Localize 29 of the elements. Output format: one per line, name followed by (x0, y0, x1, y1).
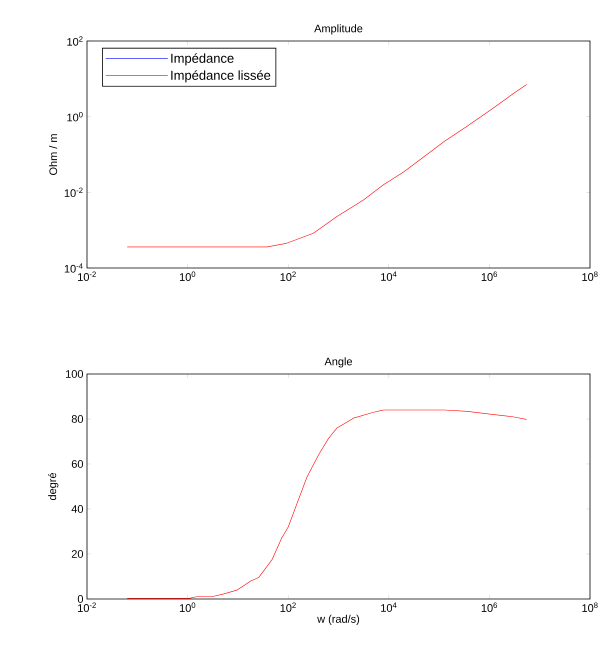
x-tick-label: 10$^{2}$ (280, 602, 296, 612)
y-tick-label: 20 (72, 550, 84, 558)
y-tick-label: 10$^{-2}$ (64, 188, 83, 198)
x-tick-label: 10$^{4}$ (381, 272, 397, 281)
x-tick-label: 10$^{0}$ (180, 602, 196, 612)
y-tick-label: 100 (66, 370, 84, 378)
chart-title: Angle (324, 357, 352, 368)
x-tick-label: 10$^{8}$ (582, 602, 598, 612)
y-tick-label: 80 (72, 415, 84, 423)
y-tick-label: 10$^{0}$ (67, 112, 83, 122)
y-tick-label: 10$^{2}$ (67, 36, 83, 46)
x-tick-label: 10$^{8}$ (582, 272, 598, 281)
y-axis-title: degré (48, 472, 58, 500)
x-axis-title: w (rad/s) (317, 614, 360, 625)
x-tick-label: 10$^{-2}$ (78, 602, 96, 612)
y-axis-title: Ohm / m (49, 134, 58, 175)
x-tick-label: 10$^{4}$ (381, 602, 397, 612)
x-tick-label: 10$^{6}$ (482, 272, 498, 281)
legend-label: Impédance (171, 53, 234, 66)
y-tick-label: 10$^{-4}$ (64, 263, 83, 273)
x-tick-label: 10$^{6}$ (482, 602, 498, 612)
y-tick-label: 0 (78, 595, 84, 603)
x-tick-label: 10$^{2}$ (280, 272, 296, 281)
legend-label: Impédance lissée (171, 70, 270, 82)
y-tick-label: 60 (72, 460, 84, 468)
chart-title: Amplitude (314, 24, 362, 34)
x-tick-label: 10$^{-2}$ (78, 272, 96, 281)
y-tick-label: 40 (72, 505, 84, 513)
x-tick-label: 10$^{0}$ (180, 272, 196, 281)
